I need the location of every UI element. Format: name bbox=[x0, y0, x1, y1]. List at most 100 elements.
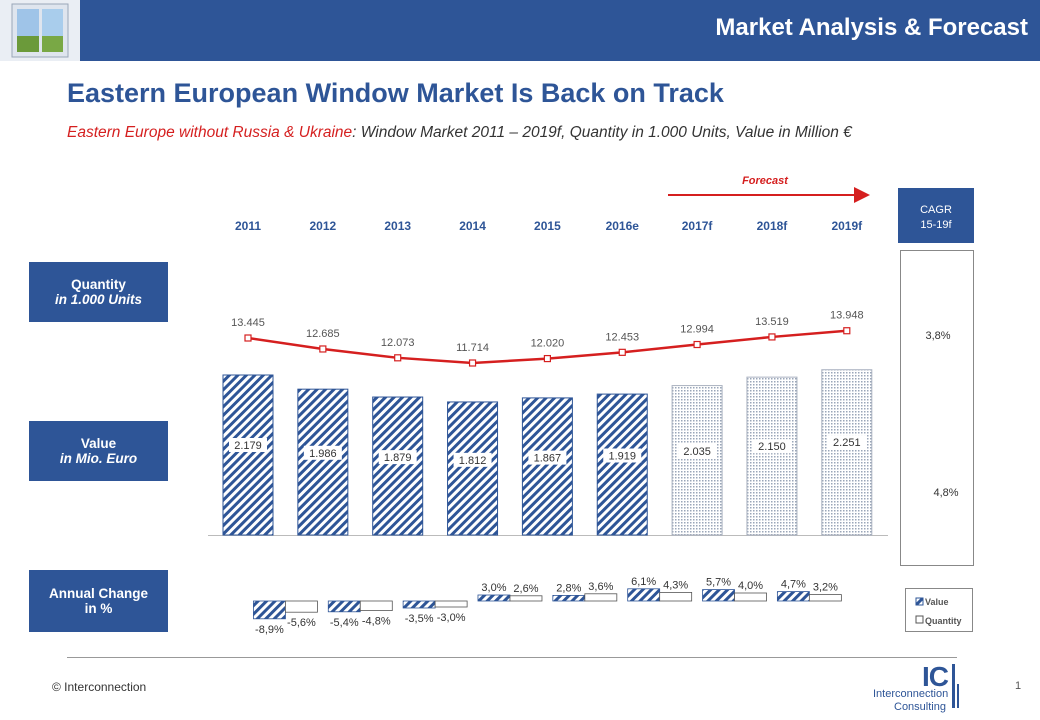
change-value-label: -8,9% bbox=[255, 624, 284, 636]
logo-bar-2 bbox=[957, 684, 959, 708]
change-quantity-label: 3,6% bbox=[588, 581, 613, 593]
value-label-bg bbox=[528, 450, 567, 465]
cagr-header-line2: 15-19f bbox=[920, 219, 952, 231]
value-bar bbox=[671, 385, 723, 536]
quantity-point bbox=[319, 345, 327, 353]
value-label-bg bbox=[303, 445, 342, 460]
change-value-label: -5,4% bbox=[330, 617, 359, 629]
change-value-bar bbox=[253, 600, 286, 620]
legend-quantity-swatch bbox=[915, 615, 924, 624]
quantity-point bbox=[394, 354, 402, 362]
value-bar bbox=[372, 396, 424, 536]
change-quantity-label: 4,0% bbox=[738, 580, 763, 592]
value-data-label: 1.986 bbox=[309, 448, 337, 460]
value-label-bg bbox=[603, 448, 642, 463]
value-data-label: 2.179 bbox=[234, 440, 262, 452]
cagr-box bbox=[900, 250, 974, 566]
quantity-data-label: 12.073 bbox=[381, 337, 415, 349]
legend-quantity-label: Quantity bbox=[925, 616, 962, 626]
value-label-bg bbox=[453, 452, 492, 467]
value-bar bbox=[447, 401, 499, 536]
value-data-label: 1.812 bbox=[459, 455, 487, 467]
value-bar bbox=[821, 369, 873, 536]
year-label: 2013 bbox=[384, 219, 411, 233]
value-data-label: 2.035 bbox=[683, 446, 711, 458]
change-quantity-bar bbox=[509, 595, 543, 602]
value-data-label: 2.251 bbox=[833, 437, 861, 449]
footer-copyright: © Interconnection bbox=[52, 680, 147, 694]
quantity-data-label: 12.020 bbox=[531, 338, 565, 350]
change-value-bar bbox=[327, 600, 361, 613]
value-label-bg bbox=[827, 435, 866, 450]
quantity-point bbox=[843, 327, 851, 335]
change-value-bar bbox=[477, 594, 511, 602]
change-value-bar bbox=[552, 595, 586, 602]
value-data-label: 2.150 bbox=[758, 441, 786, 453]
page-number: 1 bbox=[1015, 680, 1022, 692]
change-quantity-bar bbox=[734, 592, 767, 602]
change-quantity-bar bbox=[808, 594, 842, 602]
cagr-header-box bbox=[898, 188, 974, 243]
chart-legend bbox=[905, 588, 973, 632]
quantity-point bbox=[768, 333, 776, 341]
year-label: 2014 bbox=[459, 219, 486, 233]
header-title: Market Analysis & Forecast bbox=[715, 14, 1028, 41]
value-data-label: 1.919 bbox=[608, 451, 636, 463]
change-value-label: -3,5% bbox=[405, 613, 434, 625]
change-quantity-label: 2,6% bbox=[513, 583, 538, 595]
quantity-point bbox=[468, 359, 477, 367]
cagr-value-value: 4,8% bbox=[933, 487, 958, 499]
quantity-data-label: 11.714 bbox=[456, 342, 489, 354]
legend-value-swatch bbox=[915, 597, 924, 606]
company-logo-ic: IC bbox=[922, 661, 949, 692]
quantity-data-label: 13.948 bbox=[830, 310, 864, 322]
company-logo-subname: Consulting bbox=[894, 701, 946, 713]
year-label: 2018f bbox=[757, 219, 789, 233]
subtitle-region: Eastern Europe without Russia & Ukraine bbox=[67, 124, 353, 141]
change-value-label: 3,0% bbox=[481, 582, 506, 594]
value-label-line2: in Mio. Euro bbox=[59, 451, 138, 466]
value-bar bbox=[222, 374, 274, 536]
quantity-data-label: 12.685 bbox=[306, 328, 340, 340]
cagr-quantity-value: 3,8% bbox=[925, 330, 950, 342]
cagr-header-line1: CAGR bbox=[920, 204, 952, 216]
page-title: Eastern European Window Market Is Back o… bbox=[67, 78, 724, 108]
header-bar bbox=[0, 0, 1040, 61]
chart-subtitle: Eastern Europe without Russia & Ukraine:… bbox=[67, 124, 852, 142]
year-label: 2017f bbox=[682, 219, 714, 233]
quantity-label-line1: Quantity bbox=[71, 277, 126, 292]
change-label-box: Annual Change in % bbox=[29, 570, 168, 632]
change-quantity-bar bbox=[285, 600, 318, 613]
quantity-label-line2: in 1.000 Units bbox=[54, 292, 143, 307]
footer-divider bbox=[67, 657, 957, 658]
year-label: 2011 bbox=[235, 219, 261, 233]
value-bar bbox=[596, 393, 648, 536]
value-data-label: 1.867 bbox=[534, 453, 562, 465]
value-label-box: Value in Mio. Euro bbox=[29, 421, 168, 481]
quantity-data-label: 13.519 bbox=[755, 316, 789, 328]
change-quantity-bar bbox=[359, 600, 393, 612]
quantity-point bbox=[543, 354, 552, 363]
change-quantity-bar bbox=[584, 593, 618, 602]
window-photo bbox=[0, 0, 80, 61]
change-quantity-bar bbox=[659, 592, 693, 602]
quantity-data-label: 12.453 bbox=[605, 331, 639, 343]
quantity-point bbox=[244, 334, 252, 342]
quantity-point bbox=[618, 348, 626, 356]
year-label: 2015 bbox=[534, 219, 561, 233]
change-label-line1: Annual Change bbox=[48, 586, 148, 601]
value-bar bbox=[521, 397, 573, 536]
change-value-bar bbox=[776, 591, 810, 602]
change-quantity-label: -4,8% bbox=[362, 616, 391, 628]
window-photo-image bbox=[11, 3, 69, 58]
change-value-label: 4,7% bbox=[781, 579, 806, 591]
value-label-bg bbox=[229, 438, 267, 452]
change-quantity-label: 3,2% bbox=[813, 582, 838, 594]
quantity-label-box: Quantity in 1.000 Units bbox=[29, 262, 168, 322]
year-label: 2012 bbox=[309, 219, 336, 233]
change-value-bar bbox=[402, 600, 436, 609]
value-label-line1: Value bbox=[80, 436, 117, 451]
subtitle-description: : Window Market 2011 – 2019f, Quantity i… bbox=[352, 124, 852, 141]
change-quantity-label: -3,0% bbox=[437, 612, 466, 624]
